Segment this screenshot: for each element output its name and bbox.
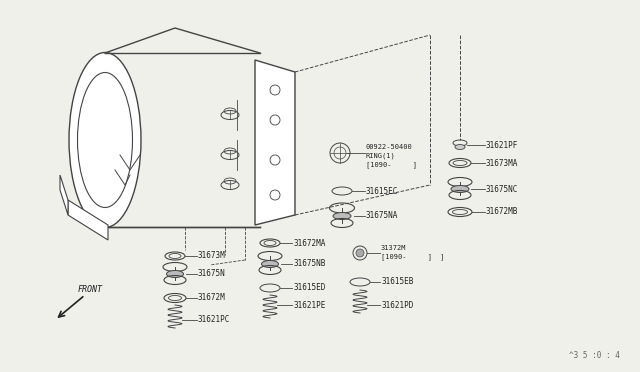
Text: 31615ED: 31615ED bbox=[293, 283, 325, 292]
Polygon shape bbox=[255, 60, 295, 225]
Text: 31372M: 31372M bbox=[381, 245, 406, 251]
Text: FRONT: FRONT bbox=[78, 285, 103, 295]
Text: 31615EB: 31615EB bbox=[381, 278, 413, 286]
Text: 31673M: 31673M bbox=[198, 251, 226, 260]
Ellipse shape bbox=[451, 186, 469, 192]
Text: [1090-     ]: [1090- ] bbox=[381, 254, 432, 260]
Polygon shape bbox=[60, 175, 68, 215]
Text: [1090-     ]: [1090- ] bbox=[366, 161, 417, 169]
Ellipse shape bbox=[262, 260, 278, 267]
Circle shape bbox=[356, 249, 364, 257]
Ellipse shape bbox=[333, 212, 351, 219]
Ellipse shape bbox=[455, 144, 465, 150]
Text: 31673MA: 31673MA bbox=[486, 158, 518, 167]
Text: 31615EC: 31615EC bbox=[366, 186, 398, 196]
Text: 31672M: 31672M bbox=[198, 294, 226, 302]
Text: 31621PE: 31621PE bbox=[293, 301, 325, 310]
Ellipse shape bbox=[77, 73, 132, 208]
Text: ]: ] bbox=[440, 254, 444, 260]
Ellipse shape bbox=[69, 52, 141, 228]
Text: 31675NC: 31675NC bbox=[486, 185, 518, 193]
Text: 31621PF: 31621PF bbox=[486, 141, 518, 150]
Text: 31672MA: 31672MA bbox=[293, 238, 325, 247]
Text: 31621PC: 31621PC bbox=[198, 315, 230, 324]
Ellipse shape bbox=[166, 270, 184, 278]
Text: ^3 5 :0 : 4: ^3 5 :0 : 4 bbox=[569, 351, 620, 360]
Text: 31621PD: 31621PD bbox=[381, 301, 413, 310]
Text: 31672MB: 31672MB bbox=[486, 208, 518, 217]
Text: 31675N: 31675N bbox=[198, 269, 226, 279]
Polygon shape bbox=[68, 200, 108, 240]
Text: 31675NA: 31675NA bbox=[366, 212, 398, 221]
Text: RING(1): RING(1) bbox=[366, 153, 396, 159]
Text: 31675NB: 31675NB bbox=[293, 260, 325, 269]
Text: 00922-50400: 00922-50400 bbox=[366, 144, 413, 150]
